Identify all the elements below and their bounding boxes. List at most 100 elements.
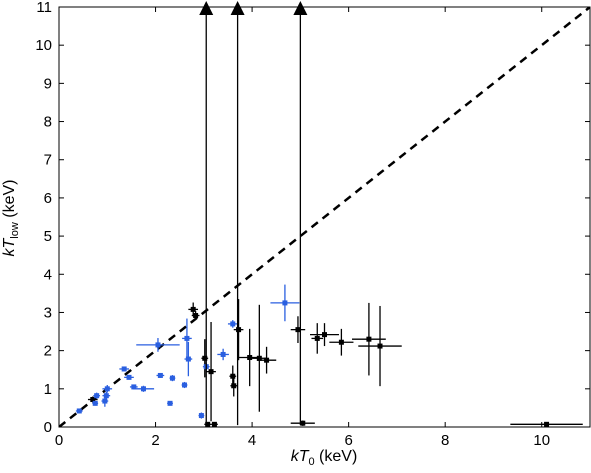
reference-line-layer: [59, 7, 590, 427]
y-tick-label: 11: [36, 0, 52, 16]
data-point: [329, 328, 354, 356]
data-point: [201, 339, 209, 378]
data-point: [311, 323, 324, 354]
data-point: [119, 366, 129, 372]
point-marker: [190, 306, 196, 312]
x-tick-label: 2: [151, 432, 159, 449]
x-tick-label: 4: [248, 432, 256, 449]
data-point: [93, 392, 101, 399]
data-point: [239, 328, 261, 387]
reference-line: [59, 7, 590, 427]
data-point: [75, 408, 83, 414]
data-point: [256, 346, 277, 374]
point-marker: [94, 393, 100, 399]
x-tick-label: 6: [344, 432, 352, 449]
point-marker: [314, 335, 320, 341]
data-point: [182, 318, 192, 359]
point-marker: [236, 327, 242, 333]
point-marker: [102, 398, 108, 404]
point-marker: [185, 356, 191, 362]
data-point: [92, 400, 99, 406]
y-tick-label: 3: [44, 304, 52, 321]
x-tick-label: 8: [441, 432, 449, 449]
point-marker: [121, 366, 127, 372]
plot-frame: [58, 6, 591, 428]
point-marker: [282, 300, 288, 306]
y-tick-label: 6: [44, 190, 52, 207]
point-marker: [104, 386, 110, 392]
data-point: [310, 323, 339, 347]
y-tick-label: 9: [44, 75, 52, 92]
y-tick-label: 7: [44, 152, 52, 169]
data-point: [169, 375, 176, 382]
data-point: [136, 338, 180, 352]
point-marker: [103, 393, 109, 399]
data-point: [124, 374, 134, 380]
data-point: [206, 322, 216, 422]
point-marker: [338, 339, 344, 345]
data-point: [227, 320, 238, 328]
data-point: [102, 385, 113, 393]
point-marker: [182, 382, 188, 388]
y-tick-label: 1: [44, 381, 52, 398]
point-marker: [300, 420, 306, 426]
arrow-head: [293, 1, 308, 15]
data-point: [217, 348, 229, 361]
point-marker: [211, 421, 217, 427]
data-point: [198, 412, 205, 419]
point-marker: [231, 383, 237, 389]
data-point: [156, 372, 165, 378]
data-point: [358, 305, 402, 387]
point-marker: [377, 343, 383, 349]
point-marker: [256, 355, 262, 361]
point-marker: [295, 327, 301, 333]
arrow-head: [199, 1, 214, 15]
data-point: [510, 421, 583, 427]
lower-limit-arrow: [199, 1, 214, 426]
point-marker: [205, 421, 211, 427]
point-marker: [184, 335, 190, 341]
point-marker: [169, 375, 175, 381]
point-marker: [230, 373, 236, 379]
data-point: [184, 341, 193, 377]
data-point: [204, 421, 212, 427]
point-marker: [366, 336, 372, 342]
data-point: [233, 299, 244, 361]
data-point: [290, 316, 306, 343]
lower-limit-layer: [199, 1, 308, 426]
point-marker: [247, 355, 253, 361]
point-marker: [208, 369, 214, 375]
arrow-head: [230, 1, 245, 15]
x-tick-label: 0: [55, 432, 63, 449]
data-point: [352, 302, 386, 376]
tick-layer: 0 2 4 6 8 10 0 1 2 3 4 5 6 7 8 9 10 11: [35, 0, 590, 449]
lower-limit-arrow: [230, 1, 245, 426]
point-marker: [202, 355, 208, 361]
data-point: [167, 400, 173, 406]
y-tick-label: 2: [44, 343, 52, 360]
data-point: [191, 310, 200, 321]
point-marker: [90, 397, 96, 403]
point-marker: [544, 421, 550, 427]
lower-limit-arrow: [293, 1, 308, 426]
y-tick-label: 5: [44, 228, 52, 245]
x-axis-label: kT0 (keV): [291, 448, 358, 468]
point-marker: [92, 400, 98, 406]
data-point: [181, 381, 188, 389]
y-tick-label: 4: [44, 266, 52, 283]
point-marker: [157, 372, 163, 378]
y-axis-label: kTlow (keV): [1, 180, 21, 257]
y-tick-label: 10: [35, 37, 52, 54]
point-marker: [155, 342, 161, 348]
point-marker: [220, 351, 226, 357]
y-tick-label: 0: [44, 419, 52, 436]
data-layer: [75, 284, 583, 427]
point-marker: [131, 384, 137, 390]
data-point: [132, 385, 155, 392]
point-marker: [230, 321, 236, 327]
x-tick-label: 10: [533, 432, 550, 449]
point-marker: [322, 332, 327, 338]
point-marker: [264, 357, 270, 363]
y-tick-label: 8: [44, 114, 52, 131]
